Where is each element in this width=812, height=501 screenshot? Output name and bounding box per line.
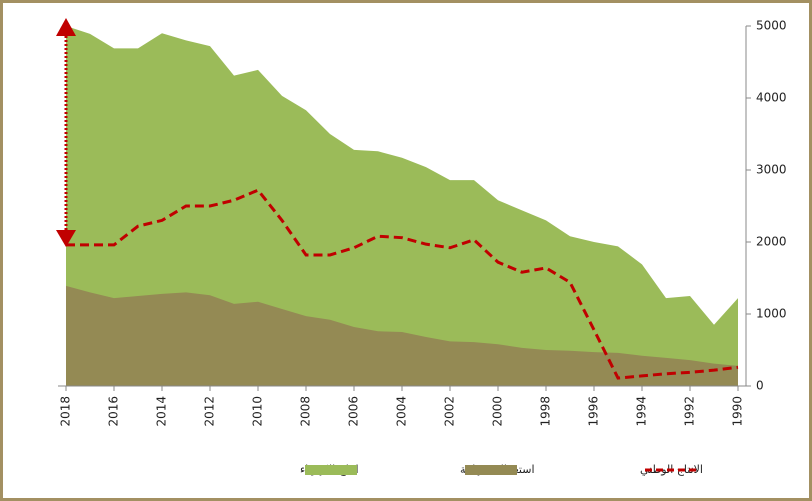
y-tick-label: 2000 xyxy=(756,235,787,249)
y-tick-label: 1000 xyxy=(756,307,787,321)
area xyxy=(66,26,738,386)
plot-area xyxy=(66,26,739,386)
arrow-head xyxy=(56,230,76,247)
legend-swatch xyxy=(465,465,517,475)
x-tick-label: 2018 xyxy=(59,396,73,427)
x-tick-label: 1990 xyxy=(731,396,745,427)
x-tick-label: 2014 xyxy=(155,396,169,427)
x-tick-label: 1992 xyxy=(683,396,697,427)
x-tick-label: 2002 xyxy=(443,396,457,427)
area xyxy=(66,285,738,386)
y-tick-label: 3000 xyxy=(756,163,787,177)
arrow-head xyxy=(56,18,76,36)
x-tick-label: 2006 xyxy=(347,396,361,427)
x-tick-label: 2004 xyxy=(395,396,409,427)
x-tick-label: 2010 xyxy=(251,396,265,427)
x-tick-label: 1994 xyxy=(635,396,649,427)
y-tick-label: 0 xyxy=(756,379,764,393)
x-tick-label: 1998 xyxy=(539,396,553,427)
x-tick-label: 2008 xyxy=(299,396,313,427)
x-tick-label: 1996 xyxy=(587,396,601,427)
x-tick-label: 2000 xyxy=(491,396,505,427)
legend-swatch xyxy=(305,465,357,475)
x-tick-label: 2016 xyxy=(107,396,121,427)
y-tick-label: 5000 xyxy=(756,19,787,33)
y-tick-label: 4000 xyxy=(756,91,787,105)
line xyxy=(66,188,739,380)
x-tick-label: 2012 xyxy=(203,396,217,427)
range-arrow xyxy=(56,18,76,247)
